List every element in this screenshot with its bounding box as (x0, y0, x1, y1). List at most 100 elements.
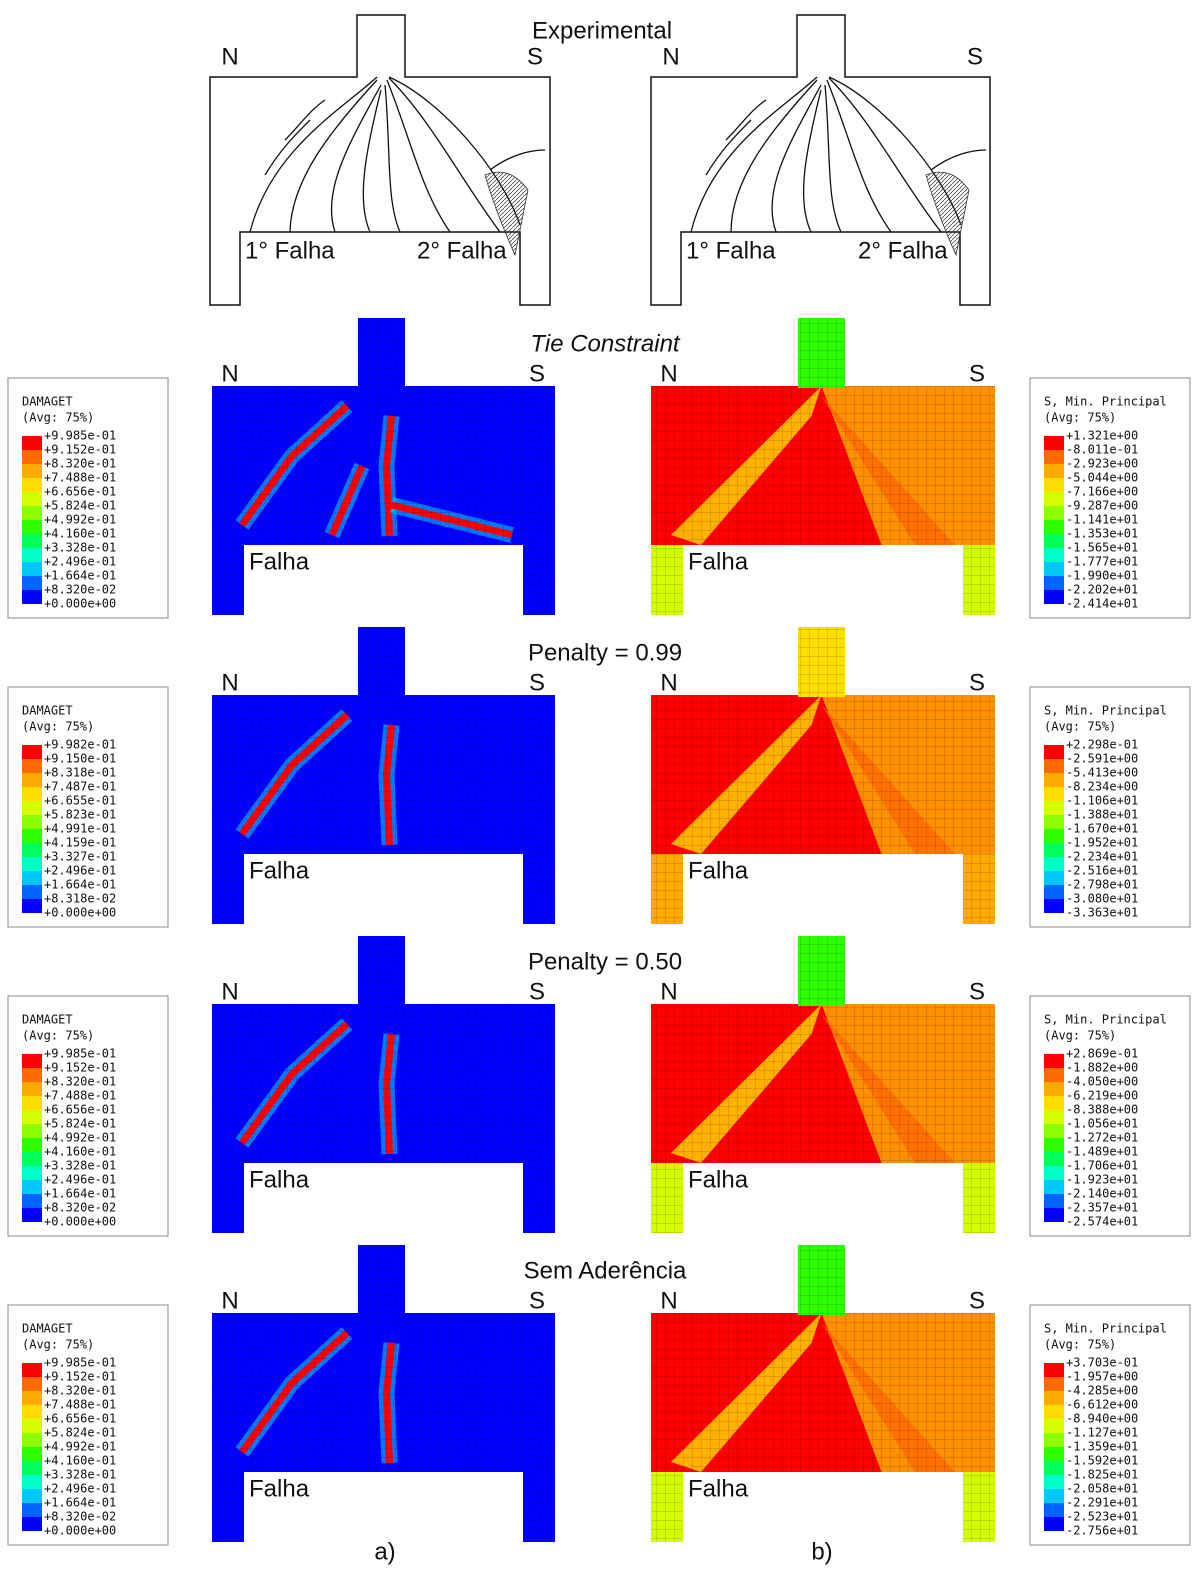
row-title: Experimental (532, 17, 672, 44)
legend-swatch (22, 1461, 42, 1475)
legend-swatch (22, 745, 42, 759)
legend-label: +3.328e-01 (44, 1159, 116, 1173)
legend-label: +8.320e-02 (44, 1510, 116, 1524)
legend-title: S, Min. Principal (1044, 395, 1167, 409)
legend-label: +8.318e-01 (44, 766, 116, 780)
north-label: N (660, 1287, 677, 1314)
south-label: S (969, 669, 985, 696)
legend-swatch (1044, 1461, 1064, 1475)
legend-label: +3.328e-01 (44, 1468, 116, 1482)
legend-swatch (22, 1208, 42, 1222)
north-label: N (221, 360, 238, 387)
crack (771, 84, 822, 233)
legend-label: -4.285e+00 (1066, 1384, 1138, 1398)
legend-swatch (22, 787, 42, 801)
legend-swatch (22, 1377, 42, 1391)
legend-label: -2.414e+01 (1066, 597, 1138, 611)
legend-swatch (1044, 436, 1064, 450)
legend-label: -1.825e+01 (1066, 1468, 1138, 1482)
failure-label: 1° Falha (686, 237, 776, 264)
north-label: N (660, 978, 677, 1005)
legend-swatch (22, 857, 42, 871)
legend-label: -5.044e+00 (1066, 471, 1138, 485)
legend-swatch (1044, 1447, 1064, 1461)
legend-label: +8.320e-02 (44, 1201, 116, 1215)
legend-label: -1.990e+01 (1066, 569, 1138, 583)
mesh (651, 1245, 995, 1542)
failure-label: 1° Falha (245, 237, 335, 264)
failure-label: 2° Falha (417, 237, 507, 264)
legend-swatch (22, 801, 42, 815)
crack (489, 149, 546, 171)
legend-label: -1.777e+01 (1066, 555, 1138, 569)
legend-swatch (22, 520, 42, 534)
crushed-zone (925, 171, 970, 257)
crack (264, 119, 311, 176)
crack (362, 89, 382, 233)
legend-label: +9.152e-01 (44, 1370, 116, 1384)
legend-swatch (1044, 745, 1064, 759)
legend-swatch (22, 843, 42, 857)
legend-label: +6.656e-01 (44, 1412, 116, 1426)
legend-average: (Avg: 75%) (22, 720, 94, 734)
legend-swatch (1044, 1419, 1064, 1433)
legend-label: +5.823e-01 (44, 808, 116, 822)
legend-label: -3.080e+01 (1066, 892, 1138, 906)
legend-label: +3.703e-01 (1066, 1356, 1138, 1370)
row-title: Sem Aderência (524, 1257, 687, 1284)
legend-swatch (1044, 843, 1064, 857)
legend-swatch (22, 899, 42, 913)
mesh (651, 936, 995, 1233)
caption-b: b) (811, 1538, 832, 1565)
legend-swatch (1044, 1082, 1064, 1096)
legend-label: +5.824e-01 (44, 499, 116, 513)
legend-label: +2.496e-01 (44, 1173, 116, 1187)
legend-label: +6.656e-01 (44, 485, 116, 499)
legend-swatch (1044, 801, 1064, 815)
legend-label: +5.824e-01 (44, 1426, 116, 1440)
legend-swatch (1044, 815, 1064, 829)
legend-swatch (22, 1096, 42, 1110)
row-title: Penalty = 0.50 (528, 948, 682, 975)
legend-label: -1.565e+01 (1066, 541, 1138, 555)
legend-label: -2.756e+01 (1066, 1524, 1138, 1538)
legend-swatch (1044, 1138, 1064, 1152)
legend-label: +1.321e+00 (1066, 429, 1138, 443)
legend-swatch (1044, 492, 1064, 506)
south-label: S (527, 43, 543, 70)
legend-title: DAMAGET (22, 704, 73, 718)
legend-label: +3.328e-01 (44, 541, 116, 555)
north-label: N (662, 43, 679, 70)
crack (249, 76, 378, 233)
legend-label: +7.487e-01 (44, 780, 116, 794)
failure-label: Falha (688, 548, 749, 575)
legend-swatch (22, 492, 42, 506)
legend-label: -8.234e+00 (1066, 780, 1138, 794)
legend-swatch (22, 590, 42, 604)
legend-label: +9.985e-01 (44, 1356, 116, 1370)
legend-label: +0.000e+00 (44, 1215, 116, 1229)
contour-plot (212, 318, 555, 615)
failure-label: Falha (688, 857, 749, 884)
legend-swatch (1044, 871, 1064, 885)
legend-swatch (1044, 576, 1064, 590)
legend-label: +4.992e-01 (44, 1440, 116, 1454)
legend-label: +4.992e-01 (44, 1131, 116, 1145)
legend-label: +4.159e-01 (44, 836, 116, 850)
legend-swatch (1044, 1110, 1064, 1124)
legend-label: +2.869e-01 (1066, 1047, 1138, 1061)
legend-label: +8.320e-02 (44, 583, 116, 597)
legend-average: (Avg: 75%) (1044, 720, 1116, 734)
legend-label: +8.320e-01 (44, 457, 116, 471)
legend-label: -5.413e+00 (1066, 766, 1138, 780)
legend-label: +8.320e-01 (44, 1075, 116, 1089)
south-label: S (529, 978, 545, 1005)
south-label: S (967, 43, 983, 70)
crack (284, 99, 326, 141)
legend-label: +4.160e-01 (44, 527, 116, 541)
legend-label: +1.664e-01 (44, 1187, 116, 1201)
legend-label: +1.664e-01 (44, 569, 116, 583)
legend-swatch (22, 548, 42, 562)
legend-average: (Avg: 75%) (22, 1338, 94, 1352)
legend-swatch (22, 506, 42, 520)
